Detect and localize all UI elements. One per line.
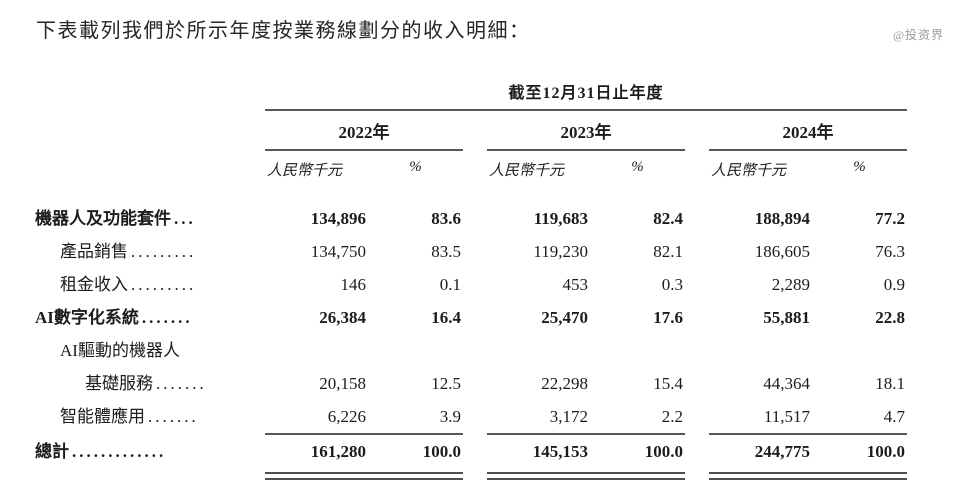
cell-2022-pct: 83.5 — [431, 242, 461, 261]
double-rule — [487, 472, 590, 480]
double-rule — [590, 472, 685, 480]
leader-dots: ......... — [131, 275, 197, 294]
cell-2024-pct: 77.2 — [875, 209, 905, 228]
cell-2022-rmb: 26,384 — [319, 308, 366, 327]
cell-2023-rmb: 25,470 — [541, 308, 588, 327]
cell-2023-pct: 82.4 — [653, 209, 683, 228]
year-header-2023: 2023年 — [487, 111, 685, 151]
cell-2022-pct: 12.5 — [431, 374, 461, 393]
row-label-robots-and-kits: 機器人及功能套件... — [35, 209, 196, 228]
cell-2024-rmb: 44,364 — [763, 374, 810, 393]
cell-total-2022-rmb: 161,280 — [310, 442, 366, 461]
unit-header-2022: 人民幣千元 — [267, 163, 343, 179]
percent-header-2022: % — [409, 159, 422, 175]
cell-2023-rmb: 453 — [562, 275, 589, 294]
cell-2023-pct: 0.3 — [661, 275, 683, 294]
cell-2022-pct: 3.9 — [368, 400, 463, 435]
cell-2023-pct: 82.1 — [653, 242, 683, 261]
cell-total-2023-pct: 100.0 — [644, 442, 683, 461]
cell-2023-pct: 2.2 — [590, 400, 685, 435]
cell-2024-pct: 0.9 — [883, 275, 905, 294]
leader-dots: ......... — [131, 242, 197, 261]
cell-2024-pct: 22.8 — [875, 308, 905, 327]
double-rule — [709, 472, 812, 480]
cell-total-2022-pct: 100.0 — [422, 442, 461, 461]
row-label-ai-digital-systems: AI數字化系統....... — [35, 308, 193, 327]
cell-total-2024-rmb: 244,775 — [754, 442, 810, 461]
leader-dots: ... — [174, 209, 196, 228]
row-label-total: 總計............. — [35, 442, 167, 461]
cell-2024-rmb: 11,517 — [709, 400, 812, 435]
leader-dots: ....... — [156, 374, 207, 393]
row-label-line1: AI驅動的機器人 — [60, 341, 180, 360]
double-rule — [368, 472, 463, 480]
cell-2024-pct: 4.7 — [812, 400, 907, 435]
row-label-agent-applications: 智能體應用....... — [60, 407, 199, 426]
cell-2024-pct: 18.1 — [875, 374, 905, 393]
percent-header-2023: % — [631, 159, 644, 175]
watermark: @投资界 — [892, 28, 944, 42]
cell-2023-rmb: 3,172 — [487, 400, 590, 435]
cell-2024-pct: 76.3 — [875, 242, 905, 261]
cell-2024-rmb: 188,894 — [754, 209, 810, 228]
cell-2022-rmb: 134,750 — [310, 242, 366, 261]
revenue-by-business-line-table: 截至12月31日止年度 2022年 2023年 2024年 人民幣千元 % 人民… — [35, 79, 960, 480]
cell-2024-rmb: 186,605 — [754, 242, 810, 261]
cell-2024-rmb: 55,881 — [763, 308, 810, 327]
cell-total-2023-rmb: 145,153 — [532, 442, 588, 461]
cell-total-2024-pct: 100.0 — [866, 442, 905, 461]
cell-2022-pct: 0.1 — [439, 275, 461, 294]
leader-dots: ............. — [72, 442, 167, 461]
cell-2023-rmb: 22,298 — [541, 374, 588, 393]
cell-2022-rmb: 134,896 — [310, 209, 366, 228]
row-label-product-sales: 產品銷售......... — [60, 242, 197, 261]
cell-2022-rmb: 146 — [340, 275, 367, 294]
cell-2022-pct: 83.6 — [431, 209, 461, 228]
unit-header-2024: 人民幣千元 — [711, 163, 787, 179]
cell-2022-rmb: 20,158 — [319, 374, 366, 393]
leader-dots: ....... — [148, 407, 199, 426]
cell-2022-rmb: 6,226 — [265, 400, 368, 435]
cell-2023-rmb: 119,230 — [533, 242, 588, 261]
cell-2023-pct: 17.6 — [653, 308, 683, 327]
percent-header-2024: % — [853, 159, 866, 175]
cell-2022-pct: 16.4 — [431, 308, 461, 327]
cell-2024-rmb: 2,289 — [771, 275, 810, 294]
row-label-ai-driven-robot-basic-services: AI驅動的機器人 基礎服務....... — [35, 334, 265, 400]
unit-header-2023: 人民幣千元 — [489, 163, 565, 179]
cell-2023-pct: 15.4 — [653, 374, 683, 393]
row-label-line2: 基礎服務....... — [85, 374, 207, 393]
row-label-rental-income: 租金收入......... — [60, 275, 197, 294]
leader-dots: ....... — [141, 308, 193, 327]
period-header: 截至12月31日止年度 — [265, 79, 907, 111]
year-header-2024: 2024年 — [709, 111, 907, 151]
double-rule — [265, 472, 368, 480]
year-header-2022: 2022年 — [265, 111, 463, 151]
cell-2023-rmb: 119,683 — [533, 209, 588, 228]
intro-text: 下表載列我們於所示年度按業務線劃分的收入明細： — [36, 20, 531, 42]
double-rule — [812, 472, 907, 480]
